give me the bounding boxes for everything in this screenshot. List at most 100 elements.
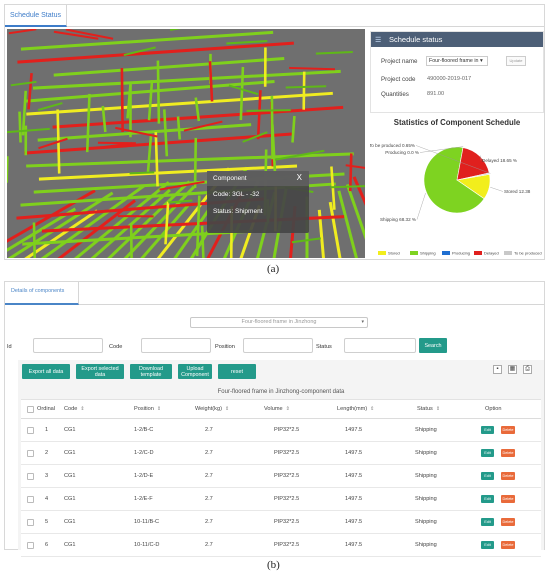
edit-button[interactable]: Edit: [481, 518, 494, 526]
frame-member: [32, 69, 341, 90]
legend-swatch: [504, 251, 512, 255]
popup-header: Component X: [207, 171, 309, 186]
col-volume[interactable]: Volume ⇕: [264, 400, 290, 419]
row-checkbox[interactable]: [27, 473, 34, 480]
download-template-button[interactable]: Download template: [130, 364, 172, 379]
component-popup: Component X Code: 3GL - -32 Status: Ship…: [207, 171, 309, 233]
frame-member: [352, 176, 365, 206]
legend-label: Shipping: [420, 251, 436, 256]
chevron-down-icon: ▾: [361, 319, 364, 325]
schedule-status-header: ☰ Schedule status: [371, 32, 543, 47]
frame-member: [183, 120, 223, 132]
frame-member: [348, 153, 353, 192]
close-icon[interactable]: X: [296, 173, 302, 182]
bim-3d-viewport[interactable]: Component X Code: 3GL - -32 Status: Ship…: [7, 29, 365, 258]
pie-data-label: To be produced 0.65%: [370, 143, 415, 148]
delete-button[interactable]: Delete: [501, 426, 515, 434]
frame-member: [271, 124, 277, 172]
frame-member: [7, 127, 50, 134]
project-select[interactable]: Four-floored frame in Jinzhong ▾: [190, 317, 368, 328]
row-checkbox[interactable]: [27, 542, 34, 549]
col-code[interactable]: Code ⇕: [64, 400, 85, 419]
position-input[interactable]: [243, 338, 313, 353]
export-all-button[interactable]: Export all data: [22, 364, 70, 379]
legend-swatch: [410, 251, 418, 255]
frame-member: [38, 137, 68, 150]
edit-button[interactable]: Edit: [481, 426, 494, 434]
row-checkbox[interactable]: [27, 450, 34, 457]
frame-member: [17, 41, 294, 64]
printer-icon[interactable]: ⎙: [523, 365, 532, 374]
status-input[interactable]: [344, 338, 416, 353]
delete-button[interactable]: Delete: [501, 518, 515, 526]
caption-b: (b): [267, 559, 280, 571]
legend-swatch: [474, 251, 482, 255]
id-input[interactable]: [33, 338, 103, 353]
edit-button[interactable]: Edit: [481, 449, 494, 457]
frame-member: [195, 195, 201, 257]
frame-member: [123, 46, 156, 57]
pie-slice-delayed[interactable]: [456, 147, 490, 181]
legend-label: Stored: [388, 251, 400, 256]
cell-length: 1497.5: [345, 519, 363, 525]
frame-member: [337, 190, 358, 258]
sort-icon: ⇕: [285, 406, 290, 412]
edit-button[interactable]: Edit: [481, 541, 494, 549]
row-checkbox[interactable]: [27, 519, 34, 526]
reset-button[interactable]: reset: [218, 364, 256, 379]
cell-volume: PIP32*2.5: [274, 473, 300, 479]
steel-frame-model: [7, 29, 365, 258]
frame-member: [65, 29, 114, 40]
pie-leader-line: [416, 192, 426, 220]
col-length[interactable]: Length(mm) ⇕: [337, 400, 374, 419]
export-selected-button[interactable]: Export selected data: [76, 364, 124, 379]
cell-position: 10-11/B-C: [134, 519, 160, 525]
frame-member: [246, 109, 291, 112]
frame-member: [156, 60, 161, 124]
col-volume-label: Volume: [264, 406, 283, 412]
project-name-select[interactable]: Four-floored frame in ▾: [426, 56, 488, 66]
frame-member: [7, 189, 96, 243]
cell-ordinal: 2: [45, 450, 49, 456]
legend-label: To be produced: [514, 251, 542, 256]
frame-member: [18, 111, 22, 143]
caption-a: (a): [267, 263, 280, 275]
col-weight[interactable]: Weight(kg) ⇕: [195, 400, 229, 419]
search-button[interactable]: Search: [419, 338, 447, 353]
col-position[interactable]: Position ⇕: [134, 400, 161, 419]
row-checkbox[interactable]: [27, 427, 34, 434]
frame-member: [26, 152, 354, 168]
delete-button[interactable]: Delete: [501, 541, 515, 549]
delete-button[interactable]: Delete: [501, 449, 515, 457]
cell-volume: PIP32*2.5: [274, 427, 300, 433]
print-icon[interactable]: ▪: [493, 365, 502, 374]
update-button[interactable]: Update: [506, 56, 526, 66]
col-status[interactable]: Status ⇕: [417, 400, 440, 419]
frame-member: [256, 90, 262, 140]
cell-ordinal: 1: [45, 427, 49, 433]
select-all-checkbox[interactable]: [27, 406, 34, 413]
col-weight-label: Weight(kg): [195, 406, 222, 412]
edit-button[interactable]: Edit: [481, 472, 494, 480]
columns-icon[interactable]: ▦: [508, 365, 517, 374]
cell-length: 1497.5: [345, 473, 363, 479]
legend-label: Producing: [452, 251, 470, 256]
legend-swatch: [378, 251, 386, 255]
pie-data-label: Stored 12.38: [504, 189, 531, 194]
cell-position: 1-2/E-F: [134, 496, 153, 502]
row-checkbox[interactable]: [27, 496, 34, 503]
frame-member: [176, 116, 182, 140]
cell-weight: 2.7: [205, 450, 213, 456]
table-caption: Four-floored frame in Jinzhong-component…: [21, 384, 541, 400]
delete-button[interactable]: Delete: [501, 495, 515, 503]
tab-schedule-status[interactable]: Schedule Status: [5, 5, 67, 27]
cell-ordinal: 5: [45, 519, 49, 525]
upload-component-button[interactable]: Upload Component: [178, 364, 212, 379]
code-input[interactable]: [141, 338, 211, 353]
edit-button[interactable]: Edit: [481, 495, 494, 503]
cell-ordinal: 4: [45, 496, 49, 502]
tab-details-of-components[interactable]: Details of components: [5, 282, 79, 305]
chart-title: Statistics of Component Schedule: [393, 118, 521, 127]
cell-ordinal: 3: [45, 473, 49, 479]
delete-button[interactable]: Delete: [501, 472, 515, 480]
